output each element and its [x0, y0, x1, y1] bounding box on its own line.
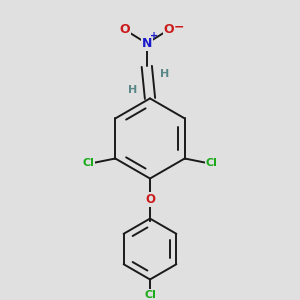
- Text: O: O: [120, 23, 130, 36]
- Text: Cl: Cl: [82, 158, 94, 168]
- Text: H: H: [128, 85, 137, 95]
- Text: +: +: [150, 31, 158, 41]
- Text: O: O: [145, 193, 155, 206]
- Text: N: N: [142, 37, 152, 50]
- Text: Cl: Cl: [144, 290, 156, 300]
- Text: Cl: Cl: [206, 158, 218, 168]
- Text: H: H: [160, 69, 169, 80]
- Text: −: −: [174, 20, 184, 33]
- Text: O: O: [163, 23, 174, 36]
